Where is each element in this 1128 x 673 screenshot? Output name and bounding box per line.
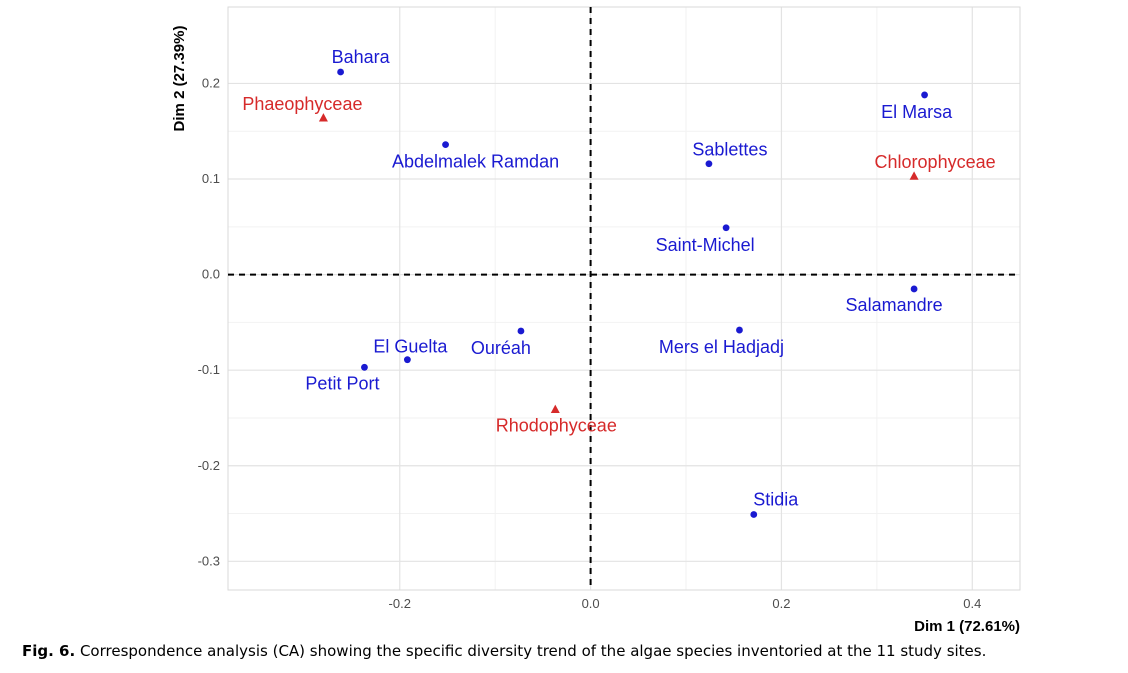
- class-label: Chlorophyceae: [875, 152, 996, 172]
- x-tick-label: 0.0: [582, 596, 600, 611]
- site-point: [517, 327, 525, 335]
- y-tick-label: -0.3: [198, 553, 220, 568]
- site-label: Petit Port: [305, 373, 379, 393]
- site-point: [361, 363, 368, 371]
- site-label: Ouréah: [471, 338, 531, 358]
- ca-biplot-svg: -0.2 0.0 0.2 0.4 -0.3 -0.2 -0.1 0.0 0.1 0.2 Dim 1 …: [171, 6, 1021, 635]
- y-tick-label: 0.2: [202, 75, 220, 90]
- site-label: Sablettes: [692, 140, 767, 160]
- site-point: [921, 91, 928, 99]
- x-axis-title: Dim 1 (72.61%): [914, 618, 1020, 635]
- site-label: Stidia: [753, 489, 799, 509]
- site-point: [750, 511, 758, 518]
- site-label: Bahara: [332, 47, 391, 67]
- site-label: Abdelmalek Ramdan: [392, 152, 559, 172]
- site-point: [705, 160, 713, 168]
- site-label: Mers el Hadjadj: [659, 337, 784, 357]
- x-tick-label: 0.2: [772, 596, 790, 611]
- class-point: [909, 171, 919, 180]
- y-tick-label: 0.1: [202, 171, 220, 186]
- site-point: [722, 224, 730, 232]
- figure-caption: Fig. 6. Correspondence analysis (CA) sho…: [22, 642, 986, 660]
- site-point: [736, 326, 743, 334]
- caption-text: Correspondence analysis (CA) showing the…: [75, 642, 987, 660]
- plot-panel: [228, 7, 1020, 590]
- site-point: [910, 285, 918, 293]
- class-label: Rhodophyceae: [496, 415, 617, 435]
- y-tick-label: -0.1: [198, 362, 220, 377]
- y-tick-label: 0.0: [202, 267, 220, 282]
- ca-biplot: -0.2 0.0 0.2 0.4 -0.3 -0.2 -0.1 0.0 0.1 0.2 Dim 1 …: [171, 6, 1021, 635]
- caption-label: Fig. 6.: [22, 642, 76, 660]
- y-axis-title: Dim 2 (27.39%): [171, 26, 188, 132]
- x-tick-label: -0.2: [389, 596, 411, 611]
- class-point: [550, 404, 560, 413]
- site-label: El Marsa: [881, 102, 953, 122]
- x-tick-label: 0.4: [963, 596, 981, 611]
- site-point: [337, 68, 344, 76]
- site-label: Saint-Michel: [656, 235, 755, 255]
- plot-border: [227, 6, 1021, 591]
- site-label: Salamandre: [846, 295, 943, 315]
- site-point: [403, 356, 411, 364]
- class-point: [318, 113, 328, 122]
- site-label: El Guelta: [373, 337, 448, 357]
- y-tick-label: -0.2: [198, 458, 220, 473]
- site-point: [442, 141, 449, 149]
- class-label: Phaeophyceae: [242, 94, 362, 114]
